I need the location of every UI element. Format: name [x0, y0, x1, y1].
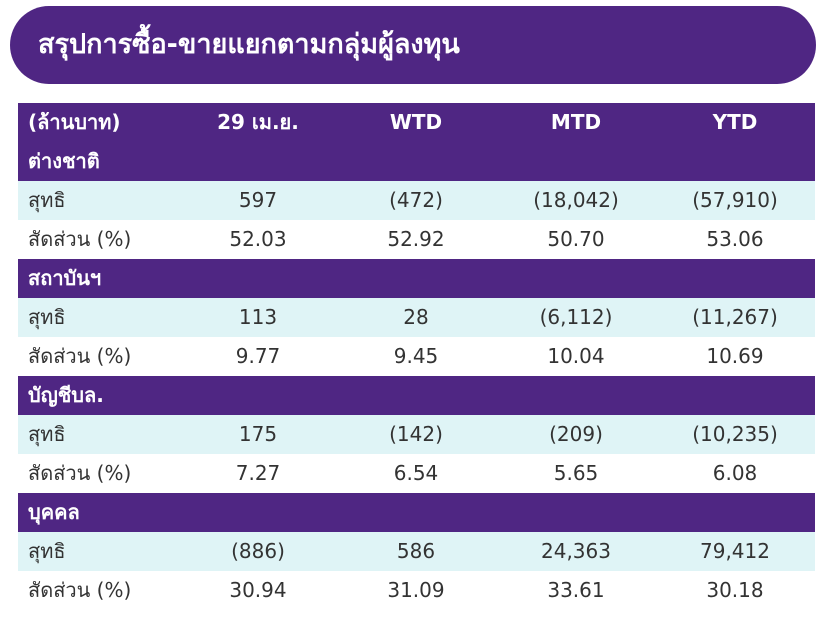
row-label: สัดส่วน (%) — [28, 227, 132, 251]
cell-value: 29 เม.ย. — [217, 110, 299, 134]
cell-value: (209) — [549, 422, 603, 446]
data-row: สัดส่วน (%) 9.77 9.45 10.04 10.69 — [18, 337, 815, 376]
cell-value: 9.45 — [393, 344, 439, 368]
row-label: บุคคล — [28, 500, 80, 524]
data-row: สุทธิ 113 28 (6,112) (11,267) — [18, 298, 815, 337]
data-row: สุทธิ 597 (472) (18,042) (57,910) — [18, 181, 815, 220]
title: สรุปการซื้อ-ขายแยกตามกลุ่มผู้ลงทุน — [10, 6, 816, 84]
group-row: บุคคล — [18, 493, 815, 532]
cell-value: YTD — [712, 110, 758, 134]
cell-value: MTD — [550, 110, 602, 134]
row-label: สุทธิ — [28, 422, 66, 446]
cell-value: (10,235) — [692, 422, 778, 446]
cell-value: 175 — [238, 422, 278, 446]
cell-value: 30.94 — [229, 578, 287, 602]
data-row: สัดส่วน (%) 7.27 6.54 5.65 6.08 — [18, 454, 815, 493]
cell-value: WTD — [389, 110, 443, 134]
row-label: สัดส่วน (%) — [28, 578, 132, 602]
row-label: ต่างชาติ — [28, 149, 100, 173]
cell-value: 113 — [238, 305, 278, 329]
cell-value: 9.77 — [235, 344, 281, 368]
cell-value: 79,412 — [700, 539, 770, 563]
data-row: สุทธิ 175 (142) (209) (10,235) — [18, 415, 815, 454]
cell-value: 53.06 — [706, 227, 764, 251]
data-row: สุทธิ (886) 586 24,363 79,412 — [18, 532, 815, 571]
cell-value: 52.03 — [229, 227, 287, 251]
row-label: สถาบันฯ — [28, 266, 102, 290]
cell-value: 28 — [403, 305, 429, 329]
cell-value: (57,910) — [692, 188, 778, 212]
cell-value: 5.65 — [553, 461, 599, 485]
cell-value: 31.09 — [387, 578, 445, 602]
row-label: สัดส่วน (%) — [28, 461, 132, 485]
cell-value: (472) — [389, 188, 443, 212]
data-row: สัดส่วน (%) 52.03 52.92 50.70 53.06 — [18, 220, 815, 259]
cell-value: 10.04 — [547, 344, 605, 368]
cell-value: 24,363 — [541, 539, 611, 563]
row-label: สุทธิ — [28, 188, 66, 212]
group-row: ต่างชาติ — [18, 142, 815, 181]
cell-value: 52.92 — [387, 227, 445, 251]
cell-value: (11,267) — [692, 305, 778, 329]
cell-value: 30.18 — [706, 578, 764, 602]
cell-value: (886) — [231, 539, 285, 563]
cell-value: 6.54 — [393, 461, 439, 485]
header-row: (ล้านบาท) 29 เม.ย. WTD MTD YTD — [18, 103, 815, 143]
cell-value: (142) — [389, 422, 443, 446]
row-label: บัญชีบล. — [28, 383, 104, 407]
row-label: สุทธิ — [28, 539, 66, 563]
group-row: บัญชีบล. — [18, 376, 815, 415]
cell-value: (6,112) — [539, 305, 613, 329]
cell-value: 7.27 — [235, 461, 281, 485]
cell-value: (18,042) — [533, 188, 619, 212]
row-label: สุทธิ — [28, 305, 66, 329]
group-row: สถาบันฯ — [18, 259, 815, 298]
row-label: สัดส่วน (%) — [28, 344, 132, 368]
cell-value: 50.70 — [547, 227, 605, 251]
cell-value: 597 — [238, 188, 278, 212]
cell-value: 6.08 — [712, 461, 758, 485]
cell-value: 586 — [396, 539, 436, 563]
cell-value: 10.69 — [706, 344, 764, 368]
cell-value: 33.61 — [547, 578, 605, 602]
data-row: สัดส่วน (%) 30.94 31.09 33.61 30.18 — [18, 571, 815, 610]
row-label: (ล้านบาท) — [28, 110, 121, 134]
